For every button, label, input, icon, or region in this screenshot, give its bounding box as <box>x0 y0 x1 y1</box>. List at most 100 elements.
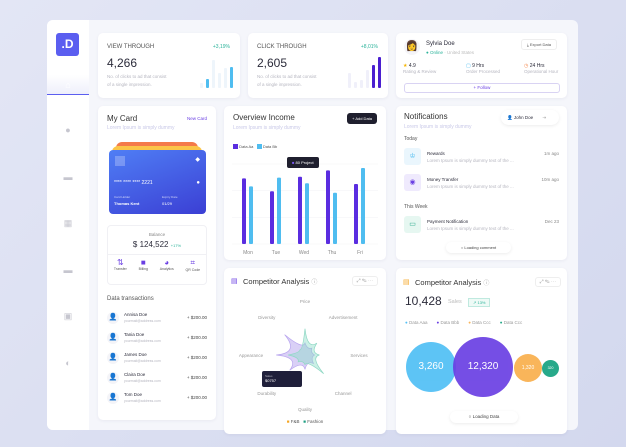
qr-code-button[interactable]: ⌗ QR Code <box>186 258 201 272</box>
mini-bar-chart <box>346 55 381 88</box>
user-name: John Doe <box>513 115 534 120</box>
profile-name: Sylvia Doe <box>426 41 455 47</box>
eye-icon[interactable]: ● <box>196 180 200 186</box>
edit-icon[interactable]: ✎ <box>362 278 367 284</box>
transaction-email: yourmail@address.com <box>124 359 161 363</box>
bubble-data-bbb[interactable]: 12,320 <box>453 337 513 397</box>
bar-data-aa-tue[interactable] <box>270 191 274 244</box>
profile-card: 👩 Sylvia Doe ● Online · United States ⤓ … <box>396 33 567 98</box>
radar-axis-label: Appearance <box>239 353 264 358</box>
notification-item[interactable]: ♔ Rewards Lorem Ipsum is simply dummy te… <box>404 148 559 166</box>
tooltip-text: 80 Project <box>295 160 314 165</box>
inbox-icon[interactable]: ▬ <box>63 265 73 275</box>
transaction-row[interactable]: 👤 Claira Doe yourmail@address.com + $200… <box>107 371 207 387</box>
bar-data-aa-thu[interactable] <box>326 170 330 244</box>
export-data-button[interactable]: ⤓ Export Data <box>520 39 557 50</box>
bubble-data-ccc-2[interactable]: 320 <box>542 360 559 377</box>
analytics-button[interactable]: ◕ Analytics <box>160 258 174 272</box>
notification-text: Lorem Ipsum is simply dummy text of the … <box>427 226 514 231</box>
bar-data-bb-thu[interactable] <box>333 192 337 244</box>
expand-icon[interactable]: ⤢ <box>539 279 544 285</box>
transaction-row[interactable]: 👤 James Doe yourmail@address.com + $200.… <box>107 351 207 367</box>
avatar: 👤 <box>107 312 119 324</box>
bar-data-aa-wed[interactable] <box>298 176 302 244</box>
bar-data-aa-fri[interactable] <box>354 184 358 244</box>
transfer-button[interactable]: ⇅ Transfer <box>114 258 127 272</box>
bubble-data-ccc[interactable]: 1,320 <box>514 354 542 382</box>
transaction-name: Annisa Doe <box>124 312 148 317</box>
transaction-email: yourmail@address.com <box>124 339 161 343</box>
balance-row: $ 124,522 +17% <box>108 240 206 249</box>
action-label: QR Code <box>185 268 201 272</box>
expand-icon[interactable]: ⤢ <box>356 278 361 284</box>
metric-value: 2,605 <box>257 56 288 70</box>
edit-icon[interactable]: ✎ <box>545 279 550 285</box>
credit-card[interactable]: ◆ **** **** **** 2221 ● Card Holder Thom… <box>109 150 206 214</box>
bar-data-bb-tue[interactable] <box>277 177 281 244</box>
logout-icon[interactable]: ⇥ <box>542 115 547 120</box>
image-icon[interactable]: ▬ <box>63 172 73 182</box>
follow-button[interactable]: + Follow <box>404 83 560 93</box>
transaction-row[interactable]: 👤 Tom Doe yourmail@address.com + $200.00 <box>107 391 207 407</box>
notification-title: Money Transfer <box>427 177 459 182</box>
plus-circle-icon[interactable]: ● <box>65 125 71 135</box>
transactions-title: Data transactions <box>107 296 154 302</box>
more-icon[interactable]: ⋯ <box>550 279 556 285</box>
notifications-card: Notifications Lorem Ipsum is simply dumm… <box>396 106 567 260</box>
radar-title-row: Competitor Analysis ⓘ <box>243 277 317 286</box>
user-chip[interactable]: 👤 John Doe ⇥ <box>501 110 559 125</box>
stat-value: 4.9 <box>408 63 416 69</box>
change-badge: +3,19% <box>212 44 230 50</box>
legend-label: Data Aaa <box>408 320 428 325</box>
transactions-list: 👤 Annisa Doe yourmail@address.com + $200… <box>107 311 207 411</box>
grid-icon[interactable]: ▦ <box>63 217 73 228</box>
radar-legend: ■ F&B ■ Fashion <box>286 419 324 424</box>
mini-bar-chart <box>198 58 233 88</box>
action-label: Analytics <box>159 267 174 271</box>
loading-data-button[interactable]: ○ Loading Data <box>450 411 518 423</box>
bubble-title-row: Competitor Analysis ⓘ <box>415 278 489 287</box>
notification-item[interactable]: ◉ Money Transfer Lorem Ipsum is simply d… <box>404 174 559 192</box>
notification-time: 1m ago <box>543 151 559 156</box>
home-icon[interactable]: ⌂ <box>47 75 89 95</box>
billing-button[interactable]: ■ Billing <box>139 258 148 272</box>
logo[interactable]: .D <box>56 33 79 56</box>
balance-change: +17% <box>170 243 182 248</box>
bubble-legend: ● Data Aaa ● Data Bbb ● Data Ccc ● Data … <box>405 320 522 325</box>
avatar: 👤 <box>107 332 119 344</box>
bar-data-bb-fri[interactable] <box>361 168 365 244</box>
bar-data-aa-mon[interactable] <box>242 178 246 244</box>
sales-unit: Sales <box>448 299 462 305</box>
money-transfer-icon: ◉ <box>404 174 421 191</box>
x-tick-label: Fri <box>357 250 363 256</box>
info-icon[interactable]: ⓘ <box>483 281 490 287</box>
panel-title: Notifications <box>404 112 448 121</box>
balance-value: $ 124,522 <box>132 240 169 249</box>
view-through-card: VIEW THROUGH +3,19% 4,266 No. of clicks … <box>98 33 240 98</box>
more-icon[interactable]: ⋯ <box>367 278 373 284</box>
notification-item[interactable]: ▭ Payment Notification Lorem Ipsum is si… <box>404 216 559 234</box>
bubble-data-aaa[interactable]: 3,260 <box>406 342 456 392</box>
new-card-link[interactable]: New Card <box>186 116 207 121</box>
contrast-icon[interactable]: ◐ <box>65 358 71 368</box>
balance-label: Balance <box>148 232 166 237</box>
stat-value: 9 Hrs <box>472 63 485 69</box>
box-icon: ▢ <box>466 63 471 69</box>
transaction-amount: + $200.00 <box>186 335 207 340</box>
transaction-row[interactable]: 👤 Annisa Doe yourmail@address.com + $200… <box>107 311 207 327</box>
user-card-icon[interactable]: ▣ <box>63 310 73 321</box>
description: of a single impression. <box>257 82 302 87</box>
radar-area-fb[interactable] <box>276 334 316 371</box>
bar-data-bb-wed[interactable] <box>305 183 309 244</box>
transaction-email: yourmail@address.com <box>124 319 161 323</box>
stat-rating: ★ 4.9 Rating & Review <box>403 63 436 74</box>
bar-data-bb-mon[interactable] <box>249 186 253 244</box>
add-data-button[interactable]: + Add Data <box>347 113 377 124</box>
info-icon[interactable]: ⓘ <box>311 280 318 286</box>
loading-comment-button[interactable]: ○ Loading comment <box>446 242 511 253</box>
stat-value: 24 Hrs <box>529 63 545 69</box>
transaction-row[interactable]: 👤 Tania Doe yourmail@address.com + $200.… <box>107 331 207 347</box>
nfc-icon: ◆ <box>195 157 200 163</box>
radar-area-fashion[interactable] <box>288 328 324 374</box>
avatar: 👤 <box>107 372 119 384</box>
